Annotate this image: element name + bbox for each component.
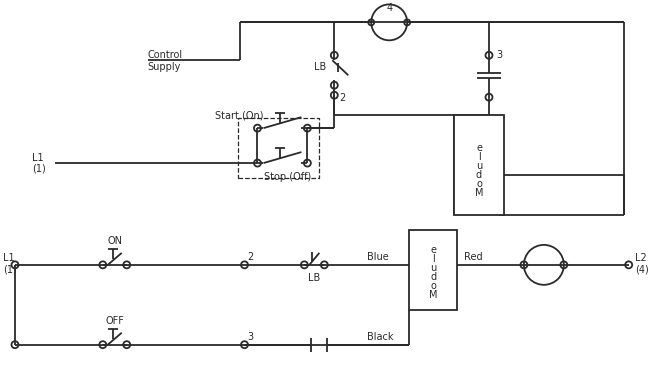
Text: ON: ON	[107, 236, 122, 246]
Text: Supply: Supply	[148, 62, 181, 72]
Bar	[454, 115, 504, 215]
Text: Red: Red	[464, 252, 483, 262]
Text: l: l	[432, 255, 434, 264]
Text: 3: 3	[496, 50, 502, 60]
Text: o: o	[430, 281, 436, 291]
Text: e: e	[430, 245, 436, 255]
Text: L1: L1	[3, 253, 14, 263]
Text: LB: LB	[308, 273, 320, 283]
Text: u: u	[476, 161, 482, 171]
Text: (4): (4)	[634, 265, 649, 275]
Text: M: M	[474, 187, 483, 197]
Text: 3: 3	[248, 332, 254, 342]
Text: Stop (Off): Stop (Off)	[265, 172, 312, 182]
Text: (1): (1)	[32, 163, 46, 173]
Text: Black: Black	[367, 332, 394, 342]
Text: (1): (1)	[3, 265, 17, 275]
Bar	[237, 118, 319, 178]
Text: d: d	[476, 170, 482, 180]
Text: e: e	[476, 143, 482, 152]
Text: L1: L1	[32, 153, 44, 163]
Text: Blue: Blue	[367, 252, 389, 262]
Text: 2: 2	[339, 93, 346, 103]
Text: 4: 4	[386, 3, 392, 13]
Text: u: u	[430, 263, 436, 273]
Text: d: d	[430, 272, 436, 282]
Text: M: M	[429, 290, 437, 300]
Text: Start (On): Start (On)	[214, 110, 263, 120]
Text: l: l	[478, 152, 480, 161]
Text: L2: L2	[634, 253, 647, 263]
Text: 2: 2	[248, 252, 254, 262]
Bar	[409, 230, 457, 310]
Text: o: o	[476, 178, 482, 189]
Text: Control: Control	[148, 50, 183, 60]
Text: OFF: OFF	[105, 316, 124, 326]
Text: LB: LB	[314, 62, 326, 72]
